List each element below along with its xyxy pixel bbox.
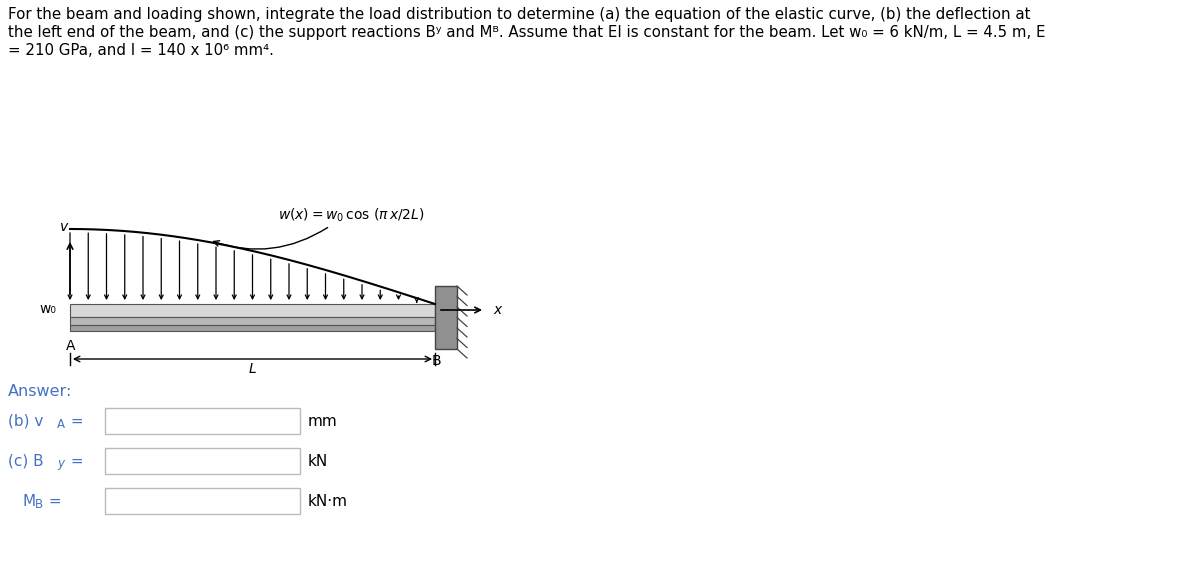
FancyBboxPatch shape xyxy=(106,488,300,514)
Text: A: A xyxy=(58,418,65,431)
Text: (c) B: (c) B xyxy=(8,453,43,468)
Text: Answer:: Answer: xyxy=(8,384,72,399)
FancyBboxPatch shape xyxy=(106,408,300,434)
Text: =: = xyxy=(66,453,84,468)
Text: the left end of the beam, and (c) the support reactions Bʸ and Mᴮ. Assume that E: the left end of the beam, and (c) the su… xyxy=(8,25,1045,40)
Text: =: = xyxy=(66,414,84,428)
FancyBboxPatch shape xyxy=(106,448,300,474)
Text: A: A xyxy=(66,339,76,353)
Text: x: x xyxy=(493,303,502,317)
Text: kN: kN xyxy=(308,453,329,468)
Text: M: M xyxy=(22,493,35,509)
Bar xyxy=(70,317,436,325)
Text: B: B xyxy=(432,354,442,368)
Text: =: = xyxy=(44,493,61,509)
Text: B: B xyxy=(35,497,43,510)
Bar xyxy=(70,325,436,331)
Text: = 210 GPa, and I = 140 x 10⁶ mm⁴.: = 210 GPa, and I = 140 x 10⁶ mm⁴. xyxy=(8,43,274,58)
Text: y: y xyxy=(58,457,64,471)
Text: (b) v: (b) v xyxy=(8,414,43,428)
Text: kN·m: kN·m xyxy=(308,493,348,509)
Text: For the beam and loading shown, integrate the load distribution to determine (a): For the beam and loading shown, integrat… xyxy=(8,7,1031,22)
Bar xyxy=(70,304,436,317)
Text: L: L xyxy=(248,362,257,376)
Text: v: v xyxy=(60,220,68,234)
Text: w₀: w₀ xyxy=(40,302,56,316)
Bar xyxy=(436,286,457,349)
Text: $w(x) = w_0\,\cos\,(\pi\, x/2L)$: $w(x) = w_0\,\cos\,(\pi\, x/2L)$ xyxy=(278,207,425,224)
Text: mm: mm xyxy=(308,414,337,428)
